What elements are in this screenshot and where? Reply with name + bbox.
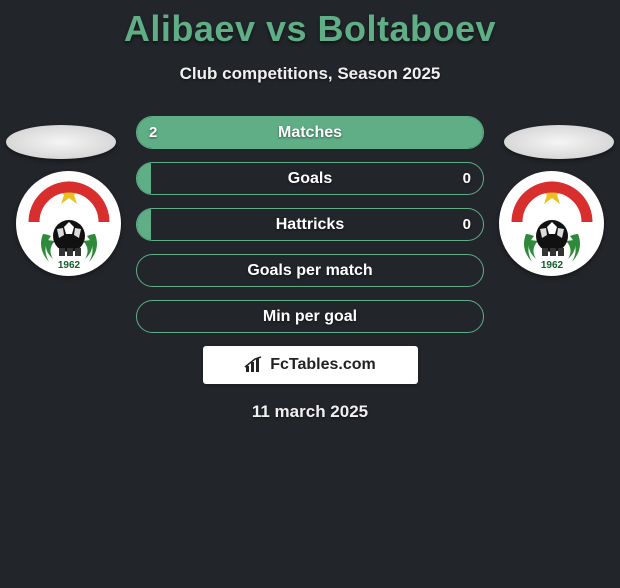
stat-label: Hattricks <box>137 209 483 240</box>
crest-year: 1962 <box>540 260 563 271</box>
date-text: 11 march 2025 <box>0 402 620 422</box>
crest-top-text: FERGANA <box>46 208 91 218</box>
stat-label: Matches <box>137 117 483 148</box>
comparison-panel: FERGANA 1962 FERGANA <box>0 116 620 422</box>
stat-label: Goals per match <box>137 255 483 286</box>
player-right-shadow <box>504 125 614 159</box>
crest-year: 1962 <box>57 260 80 271</box>
stat-label: Goals <box>137 163 483 194</box>
crest-top-text: FERGANA <box>529 208 574 218</box>
stat-bar-goals-per-match: Goals per match <box>136 254 484 287</box>
stat-value-right: 0 <box>463 163 471 194</box>
brand-text: FcTables.com <box>270 356 376 374</box>
stat-label: Min per goal <box>137 301 483 332</box>
stat-value-right: 0 <box>463 209 471 240</box>
stat-bars: 2 Matches Goals 0 Hattricks 0 Goals per … <box>136 116 484 333</box>
bar-chart-icon <box>244 356 266 374</box>
stat-bar-min-per-goal: Min per goal <box>136 300 484 333</box>
crest-icon: FERGANA 1962 <box>499 171 604 276</box>
club-crest-right: FERGANA 1962 <box>499 171 604 276</box>
stat-bar-goals: Goals 0 <box>136 162 484 195</box>
page-title: Alibaev vs Boltaboev <box>0 8 620 50</box>
stat-bar-hattricks: Hattricks 0 <box>136 208 484 241</box>
subtitle: Club competitions, Season 2025 <box>0 64 620 84</box>
crest-icon: FERGANA 1962 <box>16 171 121 276</box>
stat-bar-matches: 2 Matches <box>136 116 484 149</box>
brand-box[interactable]: FcTables.com <box>203 346 418 384</box>
club-crest-left: FERGANA 1962 <box>16 171 121 276</box>
player-left-shadow <box>6 125 116 159</box>
